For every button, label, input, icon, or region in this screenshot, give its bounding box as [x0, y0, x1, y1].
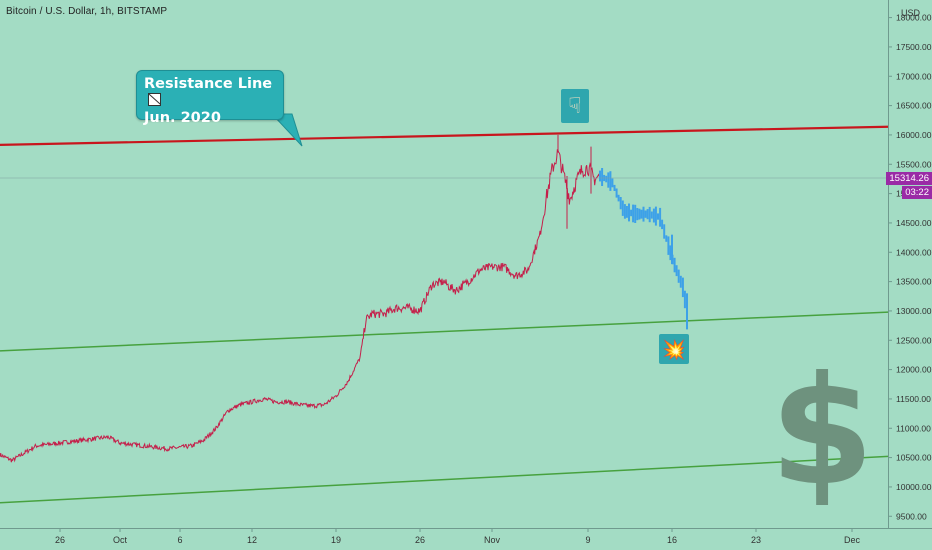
bar-countdown-tag: 03:22 — [902, 186, 932, 199]
collision-glyph: 💥 — [662, 338, 686, 361]
pointing-down-glyph: ☟ — [568, 93, 582, 119]
y-tick-label: 10000.00 — [896, 482, 932, 492]
y-tick-label: 17500.00 — [896, 42, 932, 52]
collision-icon[interactable]: 💥 — [659, 334, 689, 364]
x-tick-label: 23 — [751, 535, 761, 545]
y-tick-label: 15500.00 — [896, 159, 932, 169]
y-tick-label: 13500.00 — [896, 277, 932, 287]
y-tick-label: 10500.00 — [896, 453, 932, 463]
x-tick-label: 26 — [415, 535, 425, 545]
y-tick-label: 11500.00 — [896, 394, 931, 404]
y-tick-label: 18000.00 — [896, 13, 932, 23]
pointing-down-icon[interactable]: ☟ — [561, 89, 589, 123]
trendlines — [0, 125, 889, 504]
y-tick-label: 11000.00 — [896, 423, 931, 433]
x-tick-label: 16 — [667, 535, 677, 545]
y-axis-unit: USD — [901, 8, 921, 18]
x-axis[interactable]: 26 Oct 6 12 19 26 Nov 9 16 23 Dec — [55, 528, 861, 545]
y-tick-label: 12000.00 — [896, 365, 932, 375]
support-line-2[interactable] — [0, 455, 889, 504]
x-tick-label: Nov — [484, 535, 501, 545]
x-tick-label: 9 — [585, 535, 590, 545]
dollar-sign-watermark: $ — [770, 345, 874, 519]
callout-line-2: Jun. 2020 — [144, 110, 221, 126]
x-tick-label: 6 — [177, 535, 182, 545]
y-tick-label: 13000.00 — [896, 306, 932, 316]
support-line-1[interactable] — [0, 311, 889, 352]
y-tick-label: 14500.00 — [896, 218, 932, 228]
y-tick-label: 16500.00 — [896, 101, 932, 111]
price-line — [0, 149, 601, 463]
x-tick-label: 26 — [55, 535, 65, 545]
resistance-callout[interactable]: Resistance Line Jun. 2020 — [136, 70, 284, 126]
x-tick-label: Dec — [844, 535, 861, 545]
x-tick-label: 12 — [247, 535, 257, 545]
resistance-line[interactable] — [0, 125, 889, 147]
dollar-sign-text: $ — [770, 345, 874, 519]
callout-line-1: Resistance Line — [144, 76, 273, 92]
price-series — [0, 134, 601, 463]
y-tick-label: 9500.00 — [896, 511, 927, 521]
x-tick-label: 19 — [331, 535, 341, 545]
y-tick-label: 17000.00 — [896, 71, 932, 81]
y-tick-label: 16000.00 — [896, 130, 932, 140]
y-tick-label: 12500.00 — [896, 335, 932, 345]
y-tick-label: 14000.00 — [896, 247, 932, 257]
chart-down-icon — [148, 93, 161, 106]
symbol-header[interactable]: Bitcoin / U.S. Dollar, 1h, BITSTAMP — [6, 6, 168, 17]
current-price-tag[interactable]: 15314.26 — [886, 172, 932, 185]
x-tick-label: Oct — [113, 535, 128, 545]
